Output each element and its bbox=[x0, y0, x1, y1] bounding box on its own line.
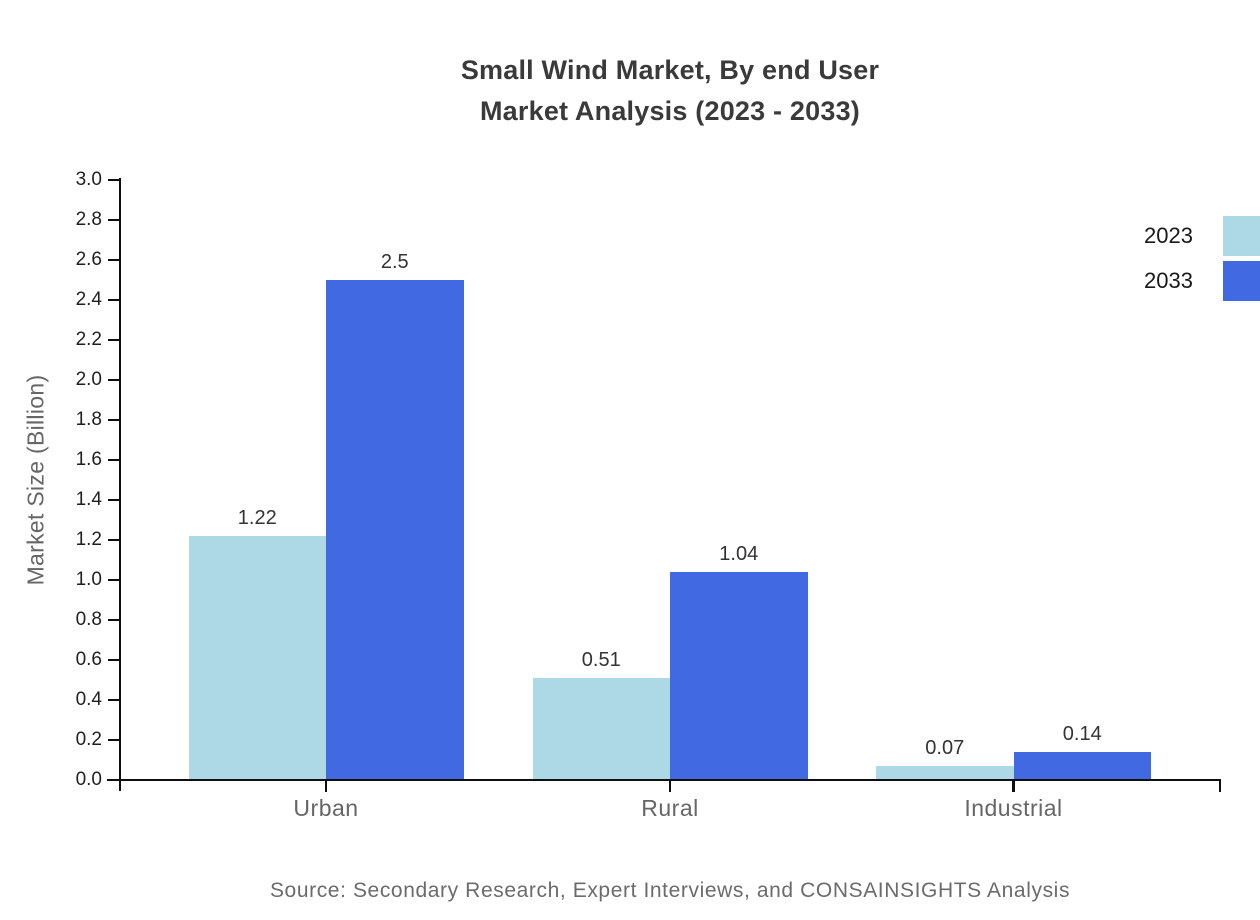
y-tick-label-0.6: 0.6 bbox=[75, 649, 102, 670]
y-tick-label-1.4: 1.4 bbox=[75, 489, 102, 510]
y-tick-3.0 bbox=[108, 178, 120, 182]
legend: 2023 2033 bbox=[1144, 216, 1260, 301]
value-label-2023-industrial: 0.07 bbox=[925, 737, 965, 759]
x-tick-urban bbox=[324, 780, 328, 792]
y-tick-1.6 bbox=[108, 458, 120, 462]
y-tick-2.6 bbox=[108, 258, 120, 262]
legend-item-2023[interactable]: 2023 bbox=[1144, 216, 1260, 256]
y-tick-label-0.4: 0.4 bbox=[75, 689, 102, 710]
y-tick-0.4 bbox=[108, 698, 120, 702]
y-axis-line bbox=[118, 178, 121, 791]
legend-label-2023: 2023 bbox=[1144, 223, 1193, 248]
value-label-2023-rural: 0.51 bbox=[581, 649, 621, 671]
bar-2033-industrial[interactable] bbox=[1013, 752, 1151, 780]
y-tick-2.2 bbox=[108, 338, 120, 342]
y-tick-1.0 bbox=[108, 578, 120, 582]
y-tick-label-2.2: 2.2 bbox=[75, 329, 102, 350]
bar-2023-rural[interactable] bbox=[532, 678, 670, 780]
value-label-2023-urban: 1.22 bbox=[237, 507, 277, 529]
bar-2023-industrial[interactable] bbox=[876, 766, 1014, 780]
y-tick-label-1.2: 1.2 bbox=[75, 529, 102, 550]
y-tick-0.6 bbox=[108, 658, 120, 662]
source-note: Source: Secondary Research, Expert Inter… bbox=[269, 879, 1071, 902]
bar-2023-urban[interactable] bbox=[188, 536, 326, 780]
y-tick-1.8 bbox=[108, 418, 120, 422]
legend-swatch-2033 bbox=[1223, 261, 1260, 301]
x-tick-rural bbox=[668, 780, 672, 792]
category-label-industrial: Industrial bbox=[964, 795, 1063, 821]
chart-title-line1: Small Wind Market, By end User bbox=[460, 55, 880, 85]
y-tick-2.4 bbox=[108, 298, 120, 302]
category-label-rural: Rural bbox=[641, 795, 699, 821]
legend-swatch-2023 bbox=[1223, 216, 1260, 256]
value-label-2033-rural: 1.04 bbox=[719, 543, 759, 565]
y-tick-2.0 bbox=[108, 378, 120, 382]
legend-label-2033: 2033 bbox=[1144, 268, 1193, 293]
value-label-2033-urban: 2.5 bbox=[380, 251, 409, 273]
y-tick-label-3.0: 3.0 bbox=[75, 169, 102, 190]
y-tick-label-2.4: 2.4 bbox=[75, 289, 102, 310]
y-tick-label-0.8: 0.8 bbox=[75, 609, 102, 630]
value-label-2033-industrial: 0.14 bbox=[1062, 723, 1102, 745]
y-tick-1.2 bbox=[108, 538, 120, 542]
x-tick-industrial bbox=[1012, 780, 1015, 792]
category-label-urban: Urban bbox=[293, 795, 359, 821]
y-tick-label-1.0: 1.0 bbox=[75, 569, 102, 590]
bar-2033-urban[interactable] bbox=[326, 280, 464, 780]
y-tick-label-0.2: 0.2 bbox=[75, 729, 102, 750]
y-tick-label-2.6: 2.6 bbox=[75, 249, 102, 270]
legend-item-2033[interactable]: 2033 bbox=[1144, 261, 1260, 301]
y-tick-label-1.6: 1.6 bbox=[75, 449, 102, 470]
y-tick-0.2 bbox=[108, 738, 120, 742]
chart-title: Small Wind Market, By end User Market An… bbox=[80, 50, 1260, 132]
bar-2033-rural[interactable] bbox=[670, 572, 808, 780]
y-tick-label-1.8: 1.8 bbox=[75, 409, 102, 430]
y-tick-0.0 bbox=[108, 778, 120, 782]
chart-title-line2: Market Analysis (2023 - 2033) bbox=[479, 96, 860, 126]
y-tick-0.8 bbox=[108, 618, 120, 622]
y-tick-label-2.0: 2.0 bbox=[75, 369, 102, 390]
y-tick-label-0.0: 0.0 bbox=[75, 769, 102, 790]
x-axis-end-tick bbox=[1218, 780, 1221, 792]
y-tick-1.4 bbox=[108, 498, 120, 502]
y-tick-2.8 bbox=[108, 218, 120, 222]
y-tick-label-2.8: 2.8 bbox=[75, 209, 102, 230]
x-axis-line bbox=[107, 778, 1221, 782]
